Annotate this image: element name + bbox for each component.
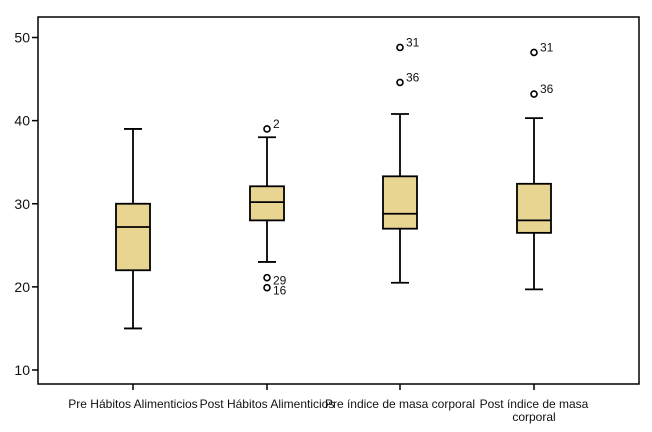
y-tick-label: 40 [14, 113, 30, 129]
category-label: Post Hábitos Alimenticios [200, 397, 335, 411]
iqr-box [115, 202, 151, 272]
outlier-marker [530, 48, 538, 57]
outlier-marker [396, 43, 404, 52]
y-tick-label: 30 [14, 196, 30, 212]
outlier-marker [263, 125, 271, 133]
outlier-marker [396, 78, 404, 87]
x-axis-labels: Pre Hábitos Alimenticios Post Hábitos Ali… [68, 384, 589, 424]
y-tick-label: 10 [14, 362, 30, 378]
outlier-label: 31 [406, 35, 420, 49]
iqr-box [516, 182, 552, 234]
category-label: Pre Hábitos Alimenticios [68, 397, 197, 411]
box-4: 31 36 [516, 40, 554, 291]
y-tick-label: 20 [14, 279, 30, 295]
category-label: Pre índice de masa corporal [325, 397, 475, 411]
outlier-label: 29 [273, 274, 287, 288]
outlier-marker [263, 273, 271, 282]
outlier-label: 31 [540, 40, 554, 54]
iqr-box [249, 185, 285, 222]
outlier-marker [263, 283, 271, 292]
box-3: 31 36 [382, 35, 420, 284]
plot-frame [37, 16, 640, 385]
iqr-box [382, 175, 418, 230]
outlier-label: 2 [273, 117, 280, 131]
outlier-marker [530, 90, 538, 98]
outlier-label: 36 [540, 82, 554, 96]
y-axis: 10 20 30 40 50 [14, 30, 38, 378]
outlier-label: 36 [406, 70, 420, 84]
y-tick-label: 50 [14, 30, 30, 46]
box-1 [115, 128, 151, 330]
outlier-label: 16 [273, 284, 287, 298]
category-label: Post índice de masa corporal [480, 397, 589, 424]
